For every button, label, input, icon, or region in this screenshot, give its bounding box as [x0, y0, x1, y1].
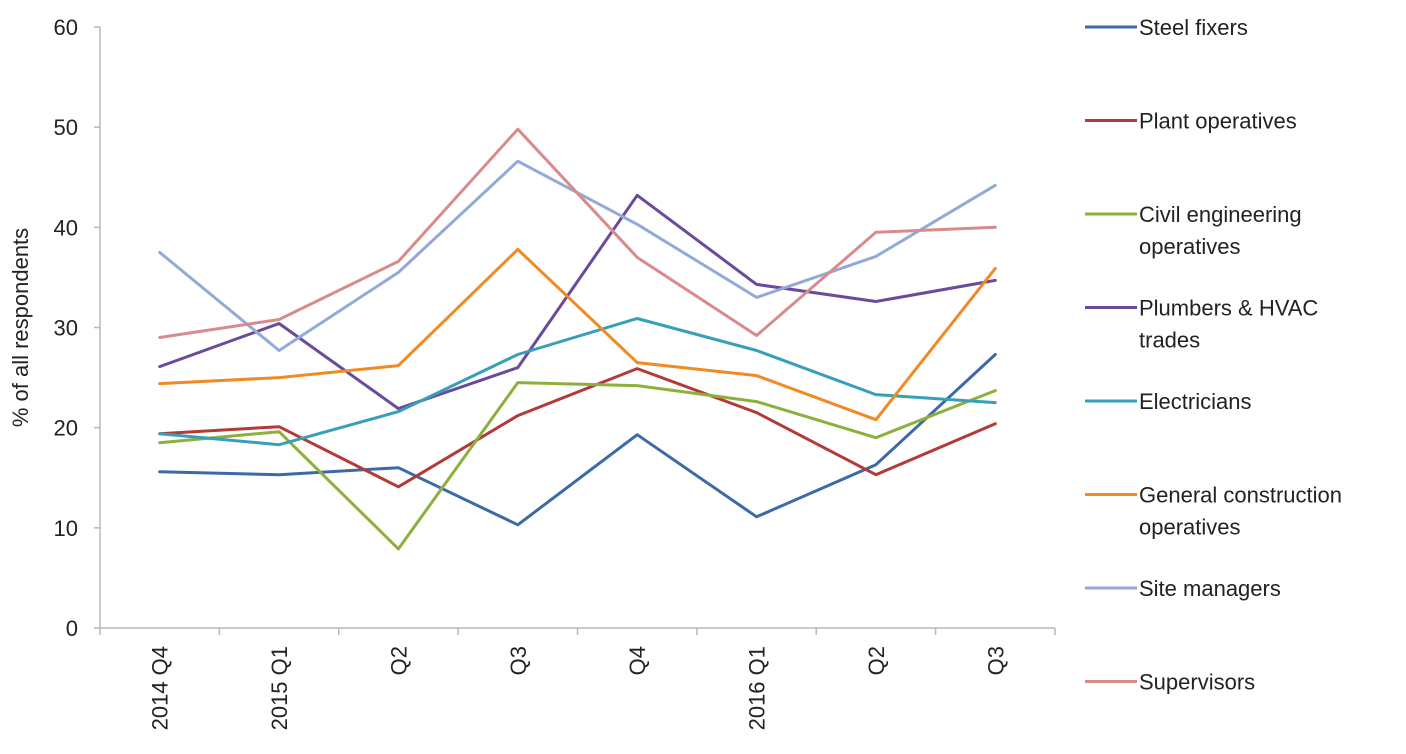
x-tick-label: Q4 [625, 646, 650, 675]
axes: 0 10 20 30 40 50 60 2014 Q4 2015 Q1 Q2 Q3 Q4 2016 Q1… [8, 15, 1055, 730]
legend-item: Plumbers & HVAC trades [1085, 296, 1318, 353]
y-tick-label: 20 [54, 416, 78, 441]
x-tick-label: Q3 [506, 646, 531, 675]
series-general-construction-operatives [160, 249, 996, 419]
series-line [160, 161, 996, 350]
series-steel-fixers [160, 355, 996, 525]
series-plant-operatives [160, 369, 996, 487]
series-line [160, 319, 996, 445]
series-line [160, 355, 996, 525]
legend-item: General construction operatives [1085, 483, 1342, 540]
y-tick-label: 50 [54, 115, 78, 140]
x-tick-label: Q2 [864, 646, 889, 675]
legend-label: Electricians [1139, 389, 1251, 414]
legend-label: operatives [1139, 234, 1241, 259]
series-site-managers [160, 161, 996, 350]
legend-item: Electricians [1085, 389, 1251, 414]
y-tick-label: 60 [54, 15, 78, 40]
legend-label: Site managers [1139, 576, 1281, 601]
y-axis-title: % of all respondents [8, 228, 33, 427]
y-tick-label: 40 [54, 215, 78, 240]
legend-item: Supervisors [1085, 670, 1255, 695]
legend: Steel fixers Plant operatives Civil engine… [1085, 15, 1342, 695]
legend-label: Civil engineering [1139, 202, 1302, 227]
legend-label: trades [1139, 328, 1200, 353]
series-line [160, 249, 996, 419]
legend-label: Steel fixers [1139, 15, 1248, 40]
y-tick-label: 10 [54, 516, 78, 541]
x-tick-label: Q2 [386, 646, 411, 675]
x-tick-label: 2015 Q1 [267, 646, 292, 730]
legend-label: operatives [1139, 515, 1241, 540]
legend-item: Plant operatives [1085, 109, 1297, 134]
y-tick-label: 30 [54, 316, 78, 341]
series-line [160, 369, 996, 487]
x-tick-label: 2014 Q4 [148, 646, 173, 730]
legend-label: Plant operatives [1139, 109, 1297, 134]
legend-item: Steel fixers [1085, 15, 1248, 40]
x-tick-label: 2016 Q1 [745, 646, 770, 730]
x-tick-label: Q3 [983, 646, 1008, 675]
legend-label: General construction [1139, 483, 1342, 508]
legend-label: Plumbers & HVAC [1139, 296, 1318, 321]
series-lines [160, 129, 996, 549]
legend-label: Supervisors [1139, 670, 1255, 695]
y-tick-label: 0 [66, 616, 78, 641]
legend-item: Site managers [1085, 576, 1281, 601]
legend-item: Civil engineering operatives [1085, 202, 1302, 259]
series-electricians [160, 318, 996, 444]
